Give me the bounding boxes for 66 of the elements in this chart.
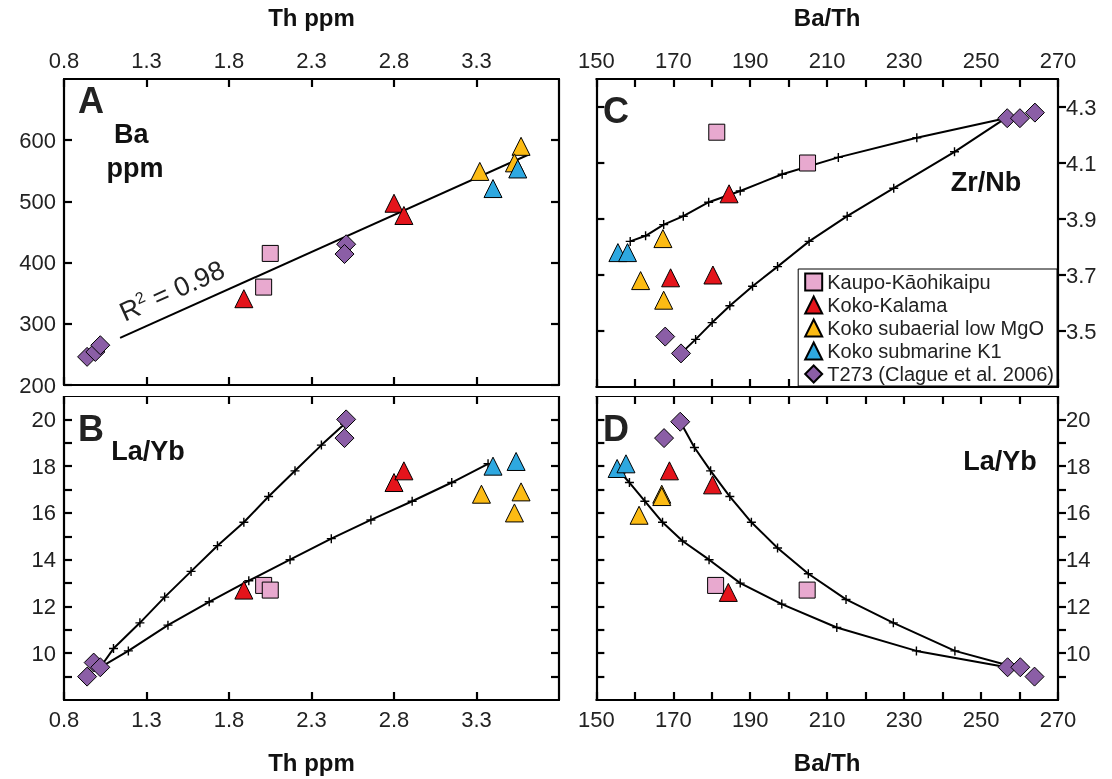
y-tick-label: 400: [19, 250, 56, 276]
y-axis-title: La/Yb: [111, 436, 185, 466]
y2-axis-title: Zr/Nb: [950, 167, 1022, 197]
legend-label: Koko subaerial low MgO: [827, 317, 1044, 339]
x-tick-label: 3.3: [461, 706, 492, 732]
legend-label: Kaupo-Kāohikaipu: [827, 271, 991, 293]
y2-tick-label: 3.9: [1066, 206, 1097, 232]
y-tick-label: 16: [31, 500, 56, 526]
y2-tick-label: 3.5: [1066, 318, 1097, 344]
x-tick-label: 250: [962, 706, 1000, 732]
x-tick-label: 150: [577, 47, 615, 73]
y-tick-label: 600: [19, 127, 56, 153]
y2-tick-label: 3.7: [1066, 262, 1097, 288]
y-tick-label: 200: [19, 372, 56, 398]
x-tick-label: 210: [808, 706, 846, 732]
x-tick-label: 1.3: [131, 706, 162, 732]
y2-axis-title: La/Yb: [963, 446, 1037, 476]
y-tick-label: 20: [31, 406, 56, 432]
annotation: B: [78, 407, 104, 449]
x-axis-title: Ba/Th: [793, 748, 861, 776]
y2-tick-label: 4.1: [1066, 150, 1097, 176]
y-tick-label: 14: [31, 547, 56, 573]
x-tick-label: 270: [1039, 47, 1077, 73]
x-tick-label: 230: [885, 47, 923, 73]
y2-tick-label: 4.3: [1066, 94, 1097, 120]
legend-label: Koko-Kalama: [827, 294, 949, 316]
x-tick-label: 2.8: [378, 706, 410, 732]
x-tick-label: 170: [654, 47, 692, 73]
x-tick-label: 0.8: [48, 47, 80, 73]
x-tick-label: 2.3: [296, 706, 327, 732]
y2-tick-label: 10: [1066, 640, 1091, 666]
x-tick-label: 3.3: [461, 47, 492, 73]
x-tick-label: 0.8: [48, 706, 80, 732]
annotation: D: [603, 407, 629, 449]
y-tick-label: 10: [31, 640, 56, 666]
y-tick-label: 300: [19, 311, 56, 337]
x-axis-title: Th ppm: [268, 748, 355, 776]
x-axis-title: Ba/Th: [793, 3, 861, 31]
y-tick-label: 18: [31, 453, 56, 479]
annotation: R2 = 0.98: [114, 254, 230, 328]
x-tick-label: 1.3: [131, 47, 162, 73]
x-axis-title: Th ppm: [268, 3, 355, 31]
x-tick-label: 230: [885, 706, 923, 732]
y-axis-title: Ba ppm: [106, 119, 164, 183]
annotation: A: [78, 79, 104, 121]
y-tick-label: 12: [31, 593, 56, 619]
x-tick-label: 1.8: [213, 706, 245, 732]
x-tick-label: 270: [1039, 706, 1077, 732]
x-tick-label: 2.8: [378, 47, 410, 73]
legend-label: Koko submarine K1: [827, 340, 1002, 362]
y2-tick-label: 16: [1066, 500, 1091, 526]
x-tick-label: 170: [654, 706, 692, 732]
legend-label: T273 (Clague et al. 2006): [827, 363, 1055, 385]
x-tick-label: 2.3: [296, 47, 327, 73]
y2-tick-label: 12: [1066, 593, 1091, 619]
x-tick-label: 190: [731, 47, 769, 73]
y2-tick-label: 18: [1066, 453, 1091, 479]
y2-tick-label: 14: [1066, 547, 1091, 573]
x-tick-label: 190: [731, 706, 769, 732]
x-tick-label: 1.8: [213, 47, 245, 73]
annotation: C: [603, 89, 629, 131]
y2-tick-label: 20: [1066, 406, 1091, 432]
y-tick-label: 500: [19, 188, 56, 214]
x-tick-label: 250: [962, 47, 1000, 73]
x-tick-label: 210: [808, 47, 846, 73]
x-tick-label: 150: [577, 706, 615, 732]
